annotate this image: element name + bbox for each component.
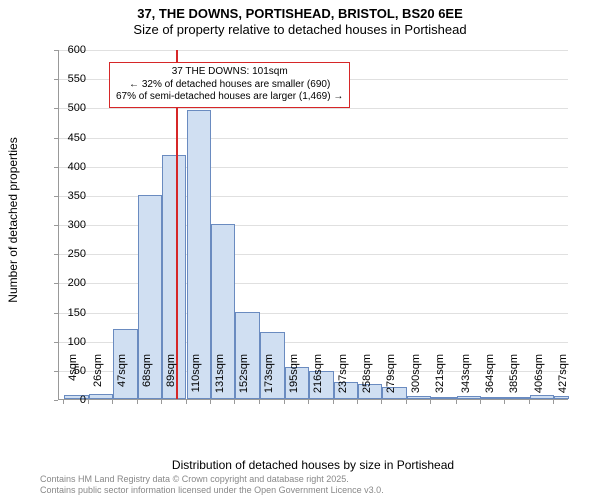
x-tick-mark (63, 400, 64, 404)
x-tick-mark (406, 400, 407, 404)
x-tick-label: 4sqm (67, 354, 79, 404)
x-tick-mark (112, 400, 113, 404)
x-tick-label: 279sqm (385, 354, 397, 404)
x-tick-label: 47sqm (116, 354, 128, 404)
x-tick-mark (308, 400, 309, 404)
x-tick-mark (357, 400, 358, 404)
x-tick-mark (210, 400, 211, 404)
x-tick-label: 406sqm (533, 354, 545, 404)
x-tick-mark (88, 400, 89, 404)
y-tick-label: 600 (56, 44, 86, 56)
annotation-line-2: ← 32% of detached houses are smaller (69… (116, 79, 343, 92)
x-tick-mark (234, 400, 235, 404)
x-tick-label: 364sqm (484, 354, 496, 404)
x-tick-mark (529, 400, 530, 404)
grid-line (59, 138, 568, 139)
x-tick-label: 385sqm (508, 354, 520, 404)
footer-line-2: Contains public sector information licen… (40, 485, 384, 496)
grid-line (59, 254, 568, 255)
grid-line (59, 283, 568, 284)
y-tick-label: 100 (56, 336, 86, 348)
annotation-line-3: 67% of semi-detached houses are larger (… (116, 91, 343, 104)
y-tick-label: 550 (56, 73, 86, 85)
x-axis-label: Distribution of detached houses by size … (58, 458, 568, 472)
footer-line-1: Contains HM Land Registry data © Crown c… (40, 474, 384, 485)
y-axis-label: Number of detached properties (6, 137, 20, 302)
x-tick-label: 237sqm (337, 354, 349, 404)
chart-title-address: 37, THE DOWNS, PORTISHEAD, BRISTOL, BS20… (0, 6, 600, 22)
x-tick-mark (186, 400, 187, 404)
x-tick-label: 300sqm (410, 354, 422, 404)
x-tick-label: 110sqm (190, 354, 202, 404)
y-tick-label: 350 (56, 190, 86, 202)
grid-line (59, 167, 568, 168)
annotation-line-1: 37 THE DOWNS: 101sqm (116, 66, 343, 79)
x-tick-label: 216sqm (312, 354, 324, 404)
grid-line (59, 108, 568, 109)
grid-line (59, 196, 568, 197)
x-tick-mark (504, 400, 505, 404)
x-tick-mark (430, 400, 431, 404)
y-tick-label: 500 (56, 102, 86, 114)
y-tick-label: 450 (56, 132, 86, 144)
x-tick-label: 343sqm (460, 354, 472, 404)
grid-line (59, 50, 568, 51)
x-tick-mark (381, 400, 382, 404)
grid-line (59, 225, 568, 226)
x-tick-label: 321sqm (434, 354, 446, 404)
chart-title-subtitle: Size of property relative to detached ho… (0, 22, 600, 38)
x-tick-label: 89sqm (165, 354, 177, 404)
y-tick-label: 300 (56, 219, 86, 231)
x-tick-mark (456, 400, 457, 404)
x-tick-mark (161, 400, 162, 404)
x-tick-label: 68sqm (141, 354, 153, 404)
x-tick-label: 131sqm (214, 354, 226, 404)
property-annotation: 37 THE DOWNS: 101sqm← 32% of detached ho… (109, 62, 350, 108)
x-tick-label: 26sqm (92, 354, 104, 404)
grid-line (59, 313, 568, 314)
y-tick-label: 150 (56, 307, 86, 319)
x-tick-label: 195sqm (288, 354, 300, 404)
x-tick-mark (553, 400, 554, 404)
x-tick-mark (259, 400, 260, 404)
x-tick-label: 173sqm (263, 354, 275, 404)
y-tick-label: 200 (56, 277, 86, 289)
chart-title-block: 37, THE DOWNS, PORTISHEAD, BRISTOL, BS20… (0, 0, 600, 39)
x-tick-mark (333, 400, 334, 404)
x-tick-mark (284, 400, 285, 404)
x-tick-mark (480, 400, 481, 404)
x-tick-mark (137, 400, 138, 404)
x-tick-label: 258sqm (361, 354, 373, 404)
plot-area: 37 THE DOWNS: 101sqm← 32% of detached ho… (58, 50, 568, 400)
y-tick-label: 250 (56, 248, 86, 260)
y-tick-label: 400 (56, 161, 86, 173)
chart-container: Number of detached properties 37 THE DOW… (0, 40, 600, 460)
x-tick-label: 152sqm (238, 354, 250, 404)
footer-attribution: Contains HM Land Registry data © Crown c… (40, 474, 384, 496)
x-tick-label: 427sqm (557, 354, 569, 404)
